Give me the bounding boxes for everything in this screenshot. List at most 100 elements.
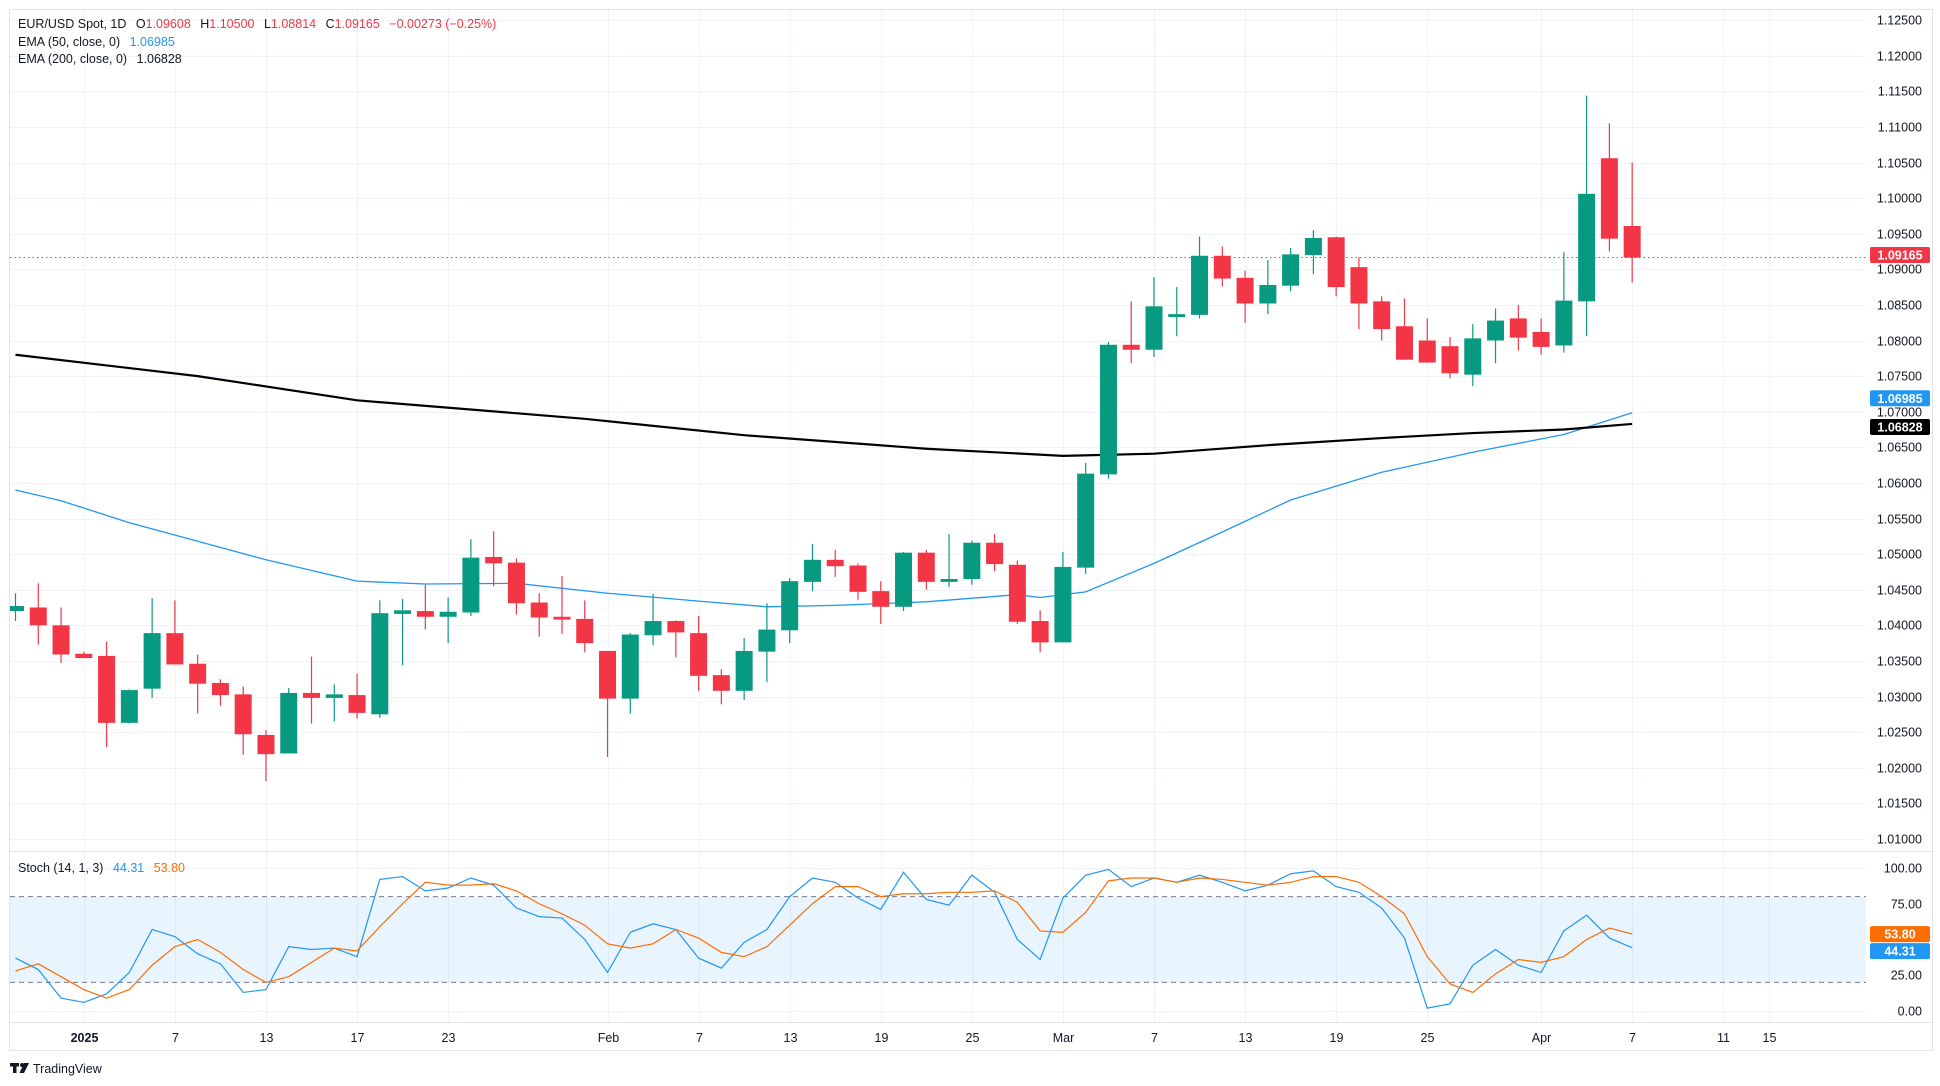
candle-body [1259,284,1277,304]
stoch-band-fill [10,896,1866,983]
time-tick-label: 7 [1151,1031,1158,1045]
candle-body [257,734,275,755]
candle-body [1213,255,1231,279]
candle-body [917,552,935,582]
svg-text:53.80: 53.80 [1884,928,1915,942]
candle-body [1008,564,1026,622]
candle-body [826,559,844,567]
candle-body [1532,331,1550,347]
ema200-legend[interactable]: EMA (200, close, 0) 1.06828 [18,52,182,66]
candle-body [1418,340,1436,363]
stoch-label: Stoch (14, 1, 3) [18,861,103,875]
candle-body [120,690,138,723]
time-tick-label: Feb [598,1031,620,1045]
candle-body [712,675,730,691]
time-axis[interactable]: 2025 7 13 17 23 Feb 7 13 19 25 Mar 7 13 19 25 Apr 7 11 15 [71,1031,1777,1045]
candle-body [211,682,229,696]
time-tick-label: 13 [260,1031,274,1045]
price-tick-label: 1.12000 [1877,50,1922,64]
time-tick-label: 11 [1717,1031,1730,1045]
candle-body [507,562,525,604]
ema200-line [15,353,1633,457]
price-tick-label: 1.09000 [1877,263,1922,277]
ema-lines [15,353,1633,608]
candle-body [1168,314,1186,318]
price-tick-label: 1.08500 [1877,299,1922,313]
candle-body [1304,237,1322,256]
ema200-tag: 1.06828 [1870,418,1930,435]
tradingview-logo[interactable]: TradingView [10,1062,103,1076]
candle-body [1122,344,1140,350]
stoch-axis[interactable]: 100.00 75.00 25.00 0.00 [1884,862,1922,1019]
candle-body [166,633,184,665]
low-value: 1.08814 [271,17,316,31]
price-tick-label: 1.12500 [1877,14,1922,28]
chart-frame [9,9,1933,1051]
tradingview-wordmark: TradingView [33,1062,103,1076]
price-tick-label: 1.08000 [1877,335,1922,349]
candle-body [1282,254,1300,286]
time-tick-label: 13 [1239,1031,1253,1045]
change-value: −0.00273 (−0.25%) [389,17,496,31]
price-tick-label: 1.11500 [1878,85,1922,99]
price-tick-label: 1.02000 [1877,762,1922,776]
candle-body [1600,158,1618,239]
candle-body [1191,255,1209,315]
candle-body [10,606,24,612]
svg-text:1.06985: 1.06985 [1877,392,1922,406]
candle-body [75,653,93,659]
candle-body [963,542,981,580]
stoch-tick-label: 25.00 [1891,969,1922,983]
time-tick-label: Mar [1053,1031,1075,1045]
candle-body [940,579,958,582]
candle-body [1395,326,1413,360]
candle-body [143,633,161,689]
time-tick-label: 25 [966,1031,980,1045]
candle-body [849,565,867,592]
time-tick-label: Apr [1532,1031,1551,1045]
grid [10,10,1866,1022]
candle-body [735,650,753,691]
candle-body [1509,318,1527,338]
candle-body [280,692,298,754]
stoch-legend[interactable]: Stoch (14, 1, 3) 44.31 53.80 [18,861,185,875]
ema50-label: EMA (50, close, 0) [18,35,120,49]
stoch-lines [15,868,1633,1009]
time-tick-label: 15 [1763,1031,1777,1045]
time-tick-label: 13 [784,1031,798,1045]
ema50-line [15,412,1633,608]
price-tick-label: 1.07000 [1877,406,1922,420]
candle-body [690,633,708,676]
stoch-tick-label: 0.00 [1898,1005,1922,1019]
price-tick-label: 1.05000 [1877,548,1922,562]
candle-body [325,694,343,698]
candle-body [98,655,116,723]
svg-text:1.06828: 1.06828 [1877,420,1922,434]
stoch-k-line [15,868,1633,1009]
candle-body [986,542,1004,565]
price-tick-label: 1.01000 [1877,833,1922,847]
price-tick-label: 1.07500 [1877,370,1922,384]
candle-body [234,694,252,735]
ema50-legend[interactable]: EMA (50, close, 0) 1.06985 [18,35,175,49]
open-value: 1.09608 [146,17,191,31]
open-label: O [136,17,146,31]
candle-body [1623,226,1641,258]
close-label: C [326,17,335,31]
stoch-d-value: 53.80 [154,861,185,875]
candle-body [1373,301,1391,330]
candle-body [530,602,548,618]
stoch-k-tag: 44.31 [1870,943,1930,960]
price-axis[interactable]: 1.12500 1.12000 1.11500 1.11000 1.10500 1.100… [1877,14,1922,847]
symbol-title[interactable]: EUR/USD Spot, 1D [18,17,126,31]
time-tick-label: 19 [1330,1031,1344,1045]
candle-body [1236,277,1254,304]
price-tick-label: 1.04500 [1877,584,1922,598]
candle-body [644,621,662,636]
time-tick-label: 17 [351,1031,365,1045]
stoch-k-value: 44.31 [113,861,144,875]
candle-body [895,552,913,607]
price-tick-label: 1.10000 [1877,192,1922,206]
time-tick-label: 7 [172,1031,179,1045]
